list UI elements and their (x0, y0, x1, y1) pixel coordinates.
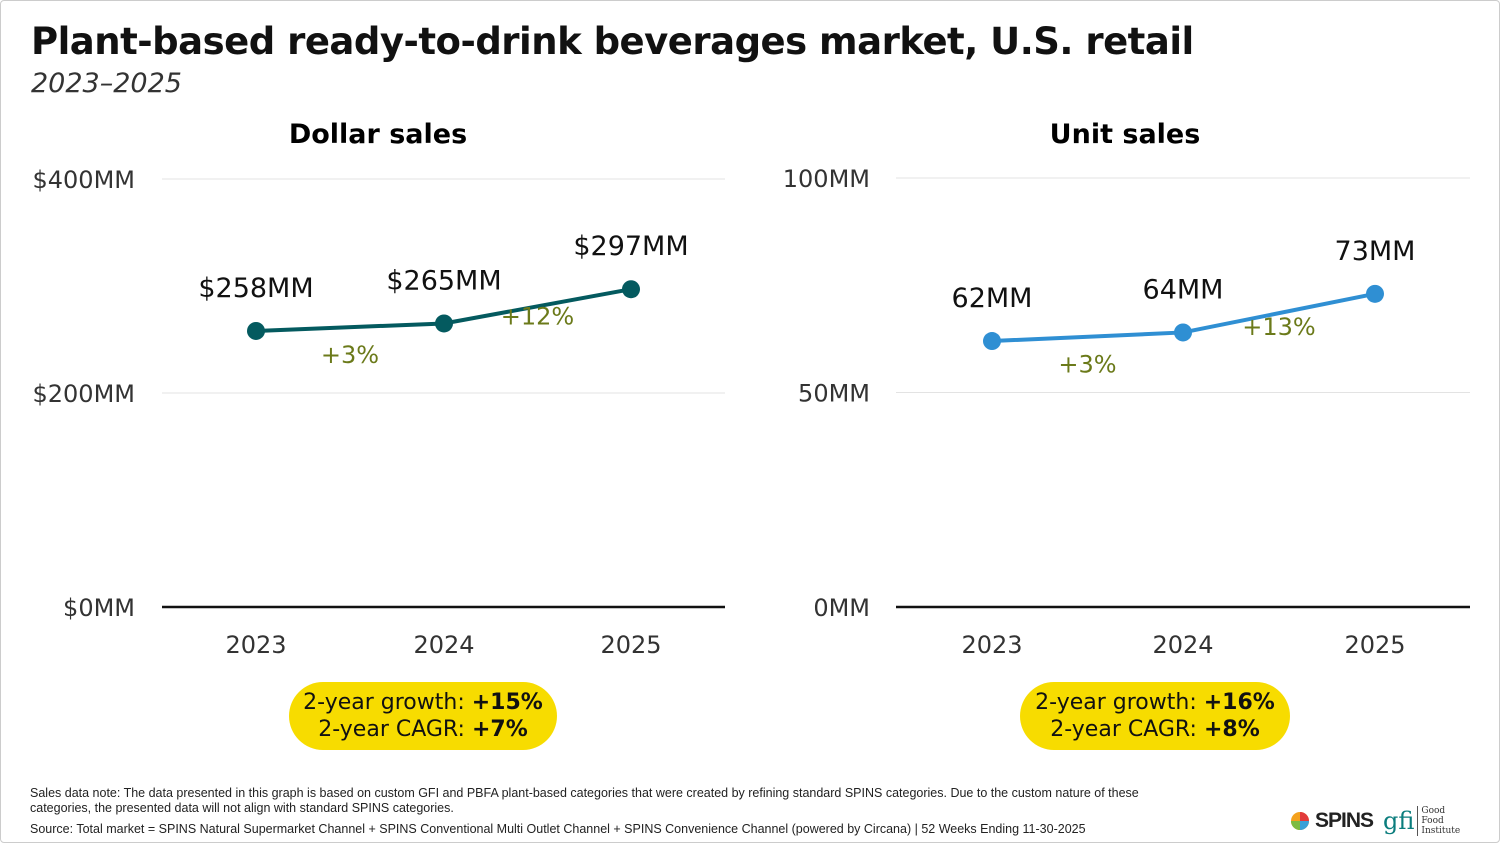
page-title: Plant-based ready-to-drink beverages mar… (31, 20, 1194, 63)
unit-data-label: 64MM (1143, 274, 1224, 305)
unit-data-point (1366, 284, 1384, 303)
x-tick-label: 2024 (1152, 631, 1213, 659)
cagr-value: +7% (471, 717, 528, 742)
growth-value: +16% (1203, 690, 1275, 715)
y-tick-label: $400MM (33, 166, 136, 194)
unit-growth-label: +3% (1058, 351, 1116, 379)
x-tick-label: 2023 (961, 631, 1022, 659)
dollar-growth-label: +3% (321, 341, 379, 369)
cagr-label: 2-year CAGR: (1050, 717, 1204, 742)
y-tick-label: 100MM (783, 165, 870, 193)
unit-data-point (983, 332, 1001, 351)
growth-label: 2-year growth: (1035, 690, 1204, 715)
cagr-value: +8% (1203, 717, 1260, 742)
dollar-data-point (435, 314, 453, 333)
logos: SPINS gfi Good Food Institute (1288, 806, 1469, 836)
dollar-growth-label: +12% (501, 302, 574, 330)
x-tick-label: 2025 (600, 631, 661, 659)
x-tick-label: 2023 (225, 631, 286, 659)
y-tick-label: 50MM (798, 380, 870, 408)
dollar-summary-badge: 2-year growth: +15% 2-year CAGR: +7% (289, 682, 557, 750)
unit-summary-badge: 2-year growth: +16% 2-year CAGR: +8% (1020, 682, 1290, 750)
x-tick-label: 2024 (413, 631, 474, 659)
y-tick-label: $200MM (33, 380, 136, 408)
dollar-data-point (247, 321, 265, 340)
dollar-data-label: $265MM (386, 265, 501, 296)
unit-data-label: 62MM (952, 283, 1033, 314)
gfi-logo: gfi Good Food Institute (1383, 806, 1469, 836)
source-note: Source: Total market = SPINS Natural Sup… (30, 822, 1086, 836)
y-tick-label: $0MM (63, 594, 135, 622)
dollar-data-label: $258MM (198, 273, 313, 304)
cagr-label: 2-year CAGR: (318, 717, 472, 742)
gfi-mark: gfi (1383, 807, 1415, 835)
unit-chart-title: Unit sales (1050, 119, 1201, 150)
growth-label: 2-year growth: (303, 690, 472, 715)
x-tick-label: 2025 (1344, 631, 1405, 659)
unit-data-label: 73MM (1335, 236, 1416, 267)
spins-logo: SPINS (1288, 809, 1374, 833)
unit-data-point (1174, 323, 1192, 342)
y-tick-label: 0MM (813, 594, 870, 622)
gfi-name: Good Food Institute (1417, 806, 1469, 836)
unit-growth-label: +13% (1242, 313, 1315, 341)
page-subtitle: 2023–2025 (31, 68, 182, 99)
spins-text: SPINS (1315, 809, 1374, 832)
dollar-data-point (622, 280, 640, 299)
dollar-chart-title: Dollar sales (289, 119, 467, 150)
sales-data-note: Sales data note: The data presented in t… (30, 786, 1139, 815)
spins-pinwheel-icon (1291, 812, 1309, 830)
growth-value: +15% (471, 690, 543, 715)
dollar-data-label: $297MM (573, 231, 688, 262)
